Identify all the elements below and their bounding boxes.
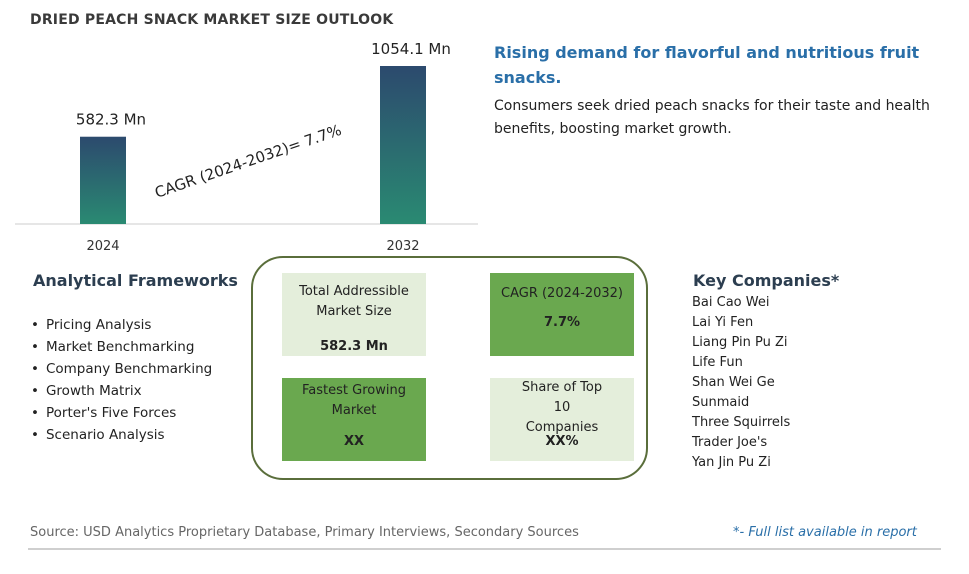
cagr-annotation: CAGR (2024-2032)= 7.7%	[152, 121, 343, 202]
list-item: Porter's Five Forces	[31, 402, 212, 424]
source-note: Source: USD Analytics Proprietary Databa…	[30, 525, 579, 540]
list-item: Trader Joe's	[692, 435, 768, 450]
top10-share-value: XX%	[545, 434, 579, 449]
list-item: Sunmaid	[692, 395, 750, 410]
list-item: Yan Jin Pu Zi	[692, 455, 771, 470]
tam-label: Total Addressible Market Size	[299, 284, 409, 319]
top10-share-card: Share of Top 10 Companies XX%	[490, 378, 634, 461]
list-item: Three Squirrels	[692, 415, 791, 430]
list-item: Market Benchmarking	[31, 336, 212, 358]
value-label: 1054.1 Mn	[371, 40, 451, 58]
key-companies-title: Key Companies*	[693, 271, 840, 290]
list-item: Pricing Analysis	[31, 314, 212, 336]
list-item: Bai Cao Wei	[692, 295, 770, 310]
list-item: Growth Matrix	[31, 380, 212, 402]
fastest-growing-card: Fastest Growing Market XX	[282, 378, 426, 461]
insight-headline: Rising demand for flavorful and nutritio…	[494, 43, 920, 87]
cagr-card: CAGR (2024-2032) 7.7%	[490, 273, 634, 356]
fastest-growing-value: XX	[343, 434, 365, 449]
full-list-note: *- Full list available in report	[733, 525, 917, 540]
x-tick-label: 2032	[386, 239, 419, 254]
list-item: Company Benchmarking	[31, 358, 212, 380]
bar-2024	[80, 136, 126, 224]
tam-value: 582.3 Mn	[320, 339, 388, 354]
frameworks-list: Pricing Analysis Market Benchmarking Com…	[31, 314, 212, 446]
cagr-label: CAGR (2024-2032)	[501, 286, 623, 301]
x-tick-label: 2024	[86, 239, 119, 254]
cagr-value: 7.7%	[543, 315, 581, 330]
fastest-growing-label: Fastest Growing Market	[302, 383, 406, 418]
bar-2032	[380, 66, 426, 224]
insight-text: Consumers seek dried peach snacks for th…	[494, 98, 930, 137]
page-title: DRIED PEACH SNACK MARKET SIZE OUTLOOK	[30, 12, 394, 28]
list-item: Scenario Analysis	[31, 424, 212, 446]
market-size-chart: 582.3 Mn 2024 1054.1 Mn 2032 CAGR (2024-2032…	[15, 40, 478, 254]
top10-share-label: Share of Top 10 Companies	[521, 380, 603, 435]
key-metrics-panel	[251, 256, 648, 480]
list-item: Life Fun	[692, 355, 743, 370]
list-item: Liang Pin Pu Zi	[692, 335, 788, 350]
list-item: Lai Yi Fen	[692, 315, 754, 330]
value-label: 582.3 Mn	[76, 111, 146, 129]
tam-card: Total Addressible Market Size 582.3 Mn	[282, 273, 426, 356]
key-companies-list: Bai Cao Wei Lai Yi Fen Liang Pin Pu Zi L…	[692, 293, 790, 473]
list-item: Shan Wei Ge	[692, 375, 775, 390]
frameworks-title: Analytical Frameworks	[33, 271, 238, 290]
footer-divider	[28, 548, 941, 550]
